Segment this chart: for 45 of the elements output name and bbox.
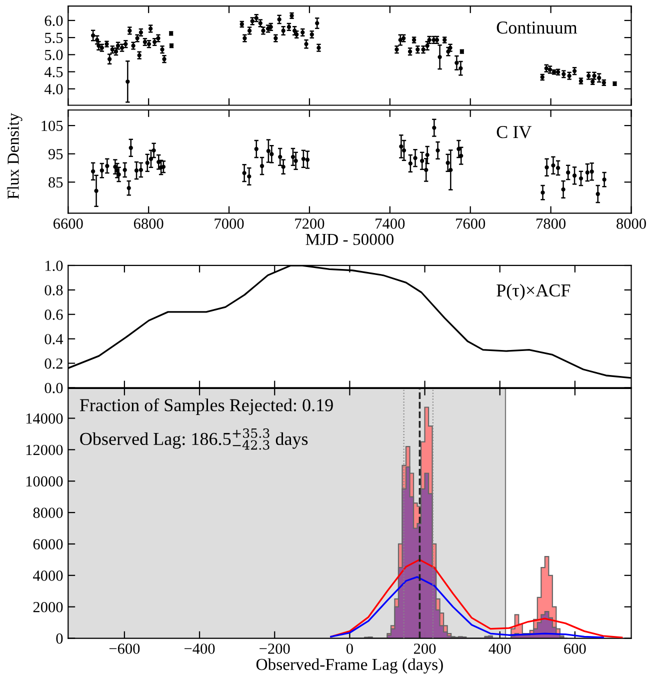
x-tick-label: 6600: [54, 218, 83, 229]
y-tick-label: 2000: [33, 602, 63, 612]
y-tick-label: 6000: [33, 539, 63, 550]
x-tick-label: 7200: [295, 218, 324, 229]
y-tick-label: 4.5: [44, 66, 63, 78]
y-tick-label: 14000: [26, 413, 63, 424]
y-tick-label: 0.0: [44, 382, 63, 394]
x-tick-label: 400: [488, 644, 511, 654]
annotation: P(τ)×ACF: [496, 284, 570, 300]
x-tick-label: 6800: [134, 218, 164, 229]
y-tick-label: 85: [48, 177, 63, 188]
y-tick-label: 8000: [33, 508, 63, 518]
y-axis-title: Flux Density: [7, 112, 22, 199]
x-tick-label: 7600: [456, 218, 486, 229]
x-tick-label: 7400: [376, 218, 405, 229]
x-tick-label: −200: [260, 644, 290, 654]
y-tick-label: 12000: [26, 444, 63, 456]
annotation: Continuum: [496, 22, 578, 34]
y-tick-label: 4.0: [44, 84, 63, 94]
y-tick-label: 0.6: [44, 310, 63, 320]
annotation: C IV: [496, 126, 532, 138]
annotation: Fraction of Samples Rejected: 0.19: [80, 398, 333, 415]
y-tick-label: 0: [56, 633, 63, 644]
annotation: Observed Lag: 186.5$^{+35.3}$$_{−42.3}$ days: [80, 428, 308, 450]
y-tick-label: 0.2: [44, 358, 62, 369]
x-tick-label: 7800: [536, 218, 566, 229]
x-axis-title: Observed-Frame Lag (days): [256, 658, 443, 674]
x-axis-title: MJD - 50000: [306, 234, 394, 246]
y-tick-label: 0.4: [44, 334, 64, 344]
y-tick-label: 10000: [26, 476, 63, 487]
y-tick-label: 1.0: [46, 260, 63, 272]
x-tick-label: 200: [414, 644, 436, 654]
x-tick-label: 8000: [616, 218, 646, 229]
x-tick-label: −600: [109, 644, 140, 654]
x-tick-label: −400: [184, 644, 215, 654]
y-tick-label: 0.8: [44, 285, 63, 296]
x-tick-label: 600: [564, 644, 586, 654]
y-tick-label: 6.0: [44, 16, 63, 26]
y-tick-label: 95: [48, 149, 63, 160]
y-tick-label: 4000: [33, 570, 63, 581]
y-tick-label: 105: [42, 120, 63, 131]
y-tick-label: 5.5: [45, 32, 63, 44]
x-tick-label: 0: [346, 644, 353, 654]
x-tick-label: 7000: [214, 218, 244, 229]
y-tick-label: 5.0: [45, 50, 63, 60]
